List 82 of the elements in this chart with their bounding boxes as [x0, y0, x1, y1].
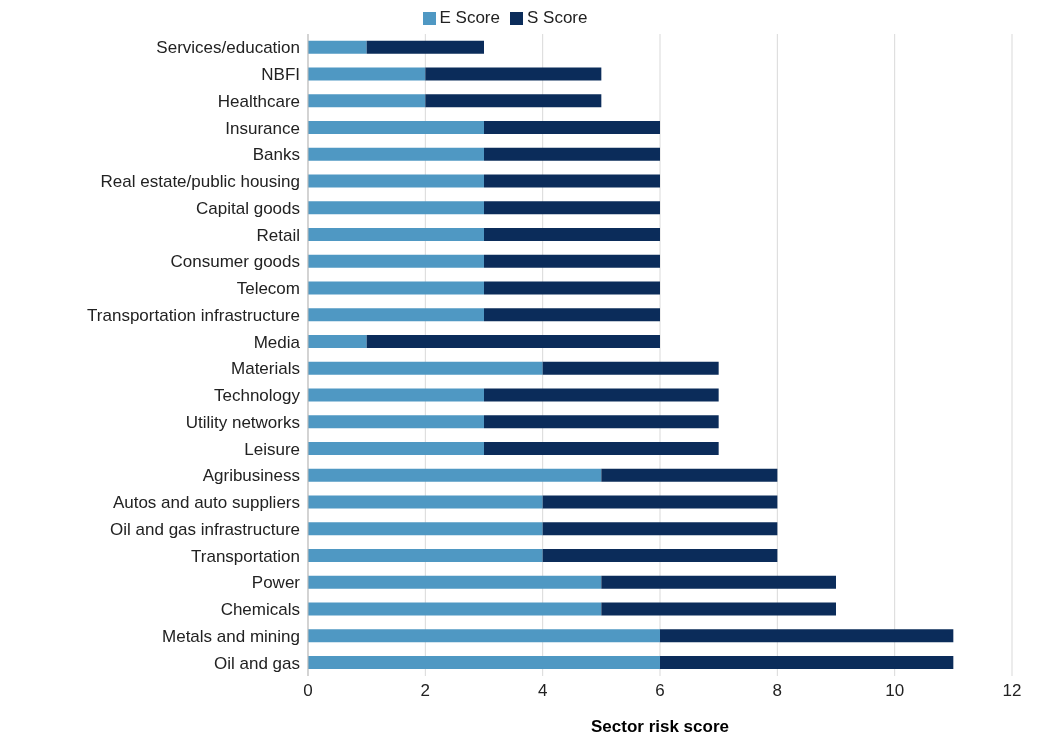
y-tick-label: Materials [231, 359, 300, 379]
x-tick-label: 10 [885, 681, 905, 701]
y-tick-label: Retail [256, 225, 300, 245]
x-tick-label: 12 [1002, 681, 1022, 701]
bar [308, 94, 426, 108]
bar [601, 575, 836, 589]
bar [484, 227, 660, 241]
legend-label: S Score [527, 8, 588, 27]
bar [484, 388, 719, 402]
bar [484, 415, 719, 429]
y-tick-label: Banks [252, 145, 300, 165]
bar [366, 40, 484, 54]
bar [308, 67, 426, 81]
bar [308, 361, 543, 375]
bar [484, 120, 660, 134]
bar [542, 495, 778, 509]
bar [308, 40, 367, 54]
bar [308, 147, 484, 161]
y-tick-label: Capital goods [196, 198, 300, 218]
y-tick-label: Metals and mining [162, 626, 300, 646]
bar [660, 655, 954, 669]
y-tick-label: Real estate/public housing [100, 172, 300, 192]
y-tick-label: Consumer goods [170, 252, 300, 272]
bar [308, 522, 543, 536]
bar [308, 495, 543, 509]
bar [308, 120, 484, 134]
y-tick-label: NBFI [261, 65, 300, 85]
y-tick-label: Transportation infrastructure [87, 305, 300, 325]
bar [308, 308, 484, 322]
y-tick-label: Agribusiness [202, 466, 300, 486]
y-tick-label: Utility networks [185, 412, 300, 432]
y-tick-label: Services/education [156, 38, 300, 58]
y-tick-label: Power [251, 573, 301, 593]
x-tick-label: 4 [537, 681, 548, 701]
y-tick-label: Oil and gas infrastructure [110, 519, 300, 539]
bar [542, 522, 778, 536]
y-tick-label: Leisure [244, 439, 300, 459]
y-tick-label: Transportation [191, 546, 300, 566]
y-tick-label: Telecom [236, 279, 300, 299]
bar [308, 468, 602, 482]
x-axis-title: Sector risk score [591, 717, 729, 736]
bar [308, 174, 484, 188]
bar [308, 415, 484, 429]
bar [484, 441, 719, 455]
bar [484, 174, 660, 188]
x-tick-label: 6 [655, 681, 665, 701]
bar [308, 254, 484, 268]
bar [484, 201, 660, 215]
bar [308, 655, 660, 669]
bar [308, 441, 484, 455]
legend-label: E Score [439, 8, 500, 27]
bar [484, 254, 660, 268]
y-tick-label: Autos and auto suppliers [112, 493, 300, 513]
x-tick-label: 2 [420, 681, 431, 701]
bar [308, 201, 484, 215]
bar [366, 334, 660, 348]
bar [601, 468, 778, 482]
bar [601, 602, 836, 616]
bar [308, 227, 484, 241]
y-tick-label: Technology [213, 386, 301, 406]
y-tick-label: Healthcare [217, 91, 300, 111]
y-tick-label: Insurance [225, 118, 300, 138]
x-tick-label: 0 [303, 681, 313, 701]
bar [308, 575, 602, 589]
bar [484, 308, 660, 322]
bar [484, 281, 660, 295]
bar [308, 602, 602, 616]
y-tick-label: Media [253, 332, 301, 352]
bar [660, 629, 954, 643]
bar [308, 334, 367, 348]
bar [484, 147, 660, 161]
bar [308, 548, 543, 562]
bar [425, 94, 602, 108]
bar [308, 281, 484, 295]
y-tick-label: Chemicals [220, 600, 300, 620]
bar [308, 388, 484, 402]
bar [542, 548, 778, 562]
bar [425, 67, 602, 81]
bar [308, 629, 660, 643]
bar [542, 361, 719, 375]
x-tick-label: 8 [772, 681, 783, 701]
y-tick-label: Oil and gas [214, 653, 300, 673]
